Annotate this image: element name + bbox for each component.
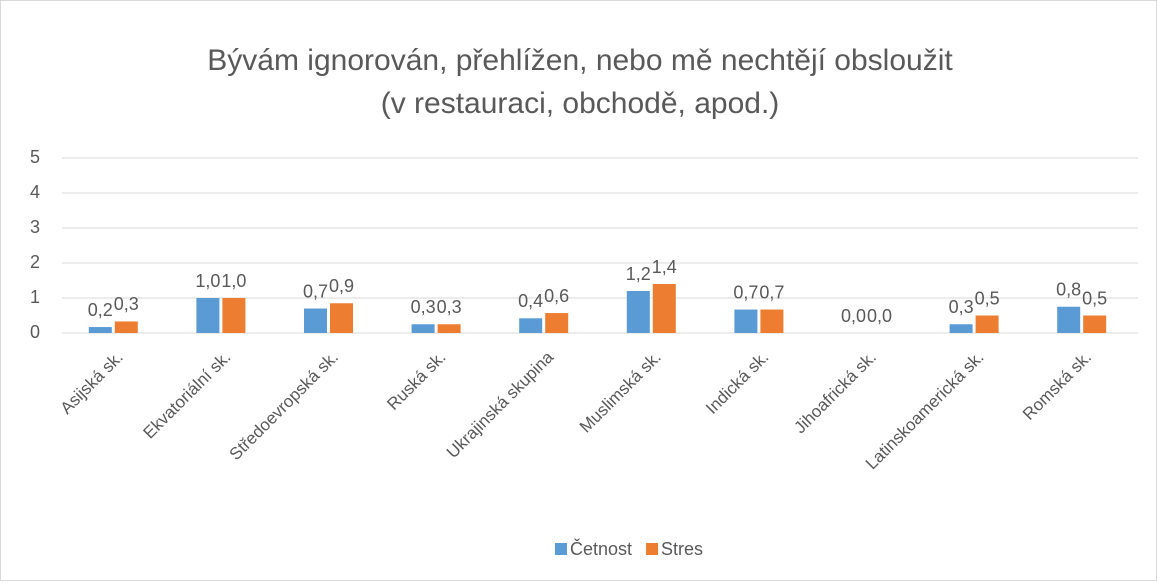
- legend-label: Stres: [661, 539, 703, 559]
- bar: [734, 309, 758, 333]
- bar: [114, 321, 138, 333]
- bar: [545, 313, 569, 333]
- value-label: 0,4: [518, 291, 543, 311]
- bar: [196, 298, 220, 333]
- bar: [88, 327, 112, 333]
- legend-swatch: [646, 543, 659, 555]
- value-label: 0,9: [329, 276, 354, 296]
- bar: [626, 291, 650, 333]
- value-label: 1,4: [652, 257, 677, 277]
- bar: [411, 324, 435, 333]
- y-tick-label: 1: [30, 287, 40, 307]
- bar: [652, 284, 676, 333]
- bar: [1083, 315, 1107, 333]
- value-label: 0,7: [733, 282, 758, 302]
- value-label: 0,3: [114, 294, 139, 314]
- bar: [330, 303, 353, 333]
- bar: [760, 309, 784, 333]
- value-label: 0,3: [437, 297, 462, 317]
- bar: [1057, 306, 1081, 333]
- chart-title: Bývám ignorován, přehlížen, nebo mě nech…: [207, 44, 953, 77]
- value-label: 0,7: [303, 281, 328, 301]
- bar: [437, 324, 461, 333]
- value-label: 0,3: [949, 297, 974, 317]
- y-tick-label: 2: [30, 252, 40, 272]
- y-tick-label: 4: [30, 182, 40, 202]
- value-label: 0,0: [867, 306, 892, 326]
- value-label: 0,5: [1082, 288, 1107, 308]
- y-tick-label: 5: [30, 147, 40, 167]
- y-tick-label: 0: [30, 322, 40, 342]
- value-label: 1,2: [626, 264, 651, 284]
- bar: [519, 318, 543, 333]
- chart-subtitle: (v restauraci, obchodě, apod.): [381, 87, 780, 120]
- value-label: 0,6: [544, 286, 569, 306]
- value-label: 0,2: [88, 300, 113, 320]
- value-label: 0,5: [975, 288, 1000, 308]
- value-label: 1,0: [221, 271, 246, 291]
- value-label: 0,0: [841, 306, 866, 326]
- value-label: 0,7: [759, 282, 784, 302]
- legend-label: Četnost: [570, 538, 632, 559]
- legend-swatch: [555, 543, 567, 555]
- bar: [304, 308, 327, 333]
- value-label: 1,0: [195, 271, 220, 291]
- value-label: 0,8: [1056, 280, 1081, 300]
- value-label: 0,3: [411, 297, 436, 317]
- y-tick-label: 3: [30, 217, 40, 237]
- bar: [222, 298, 246, 333]
- bar: [975, 315, 999, 333]
- bar: [949, 324, 973, 333]
